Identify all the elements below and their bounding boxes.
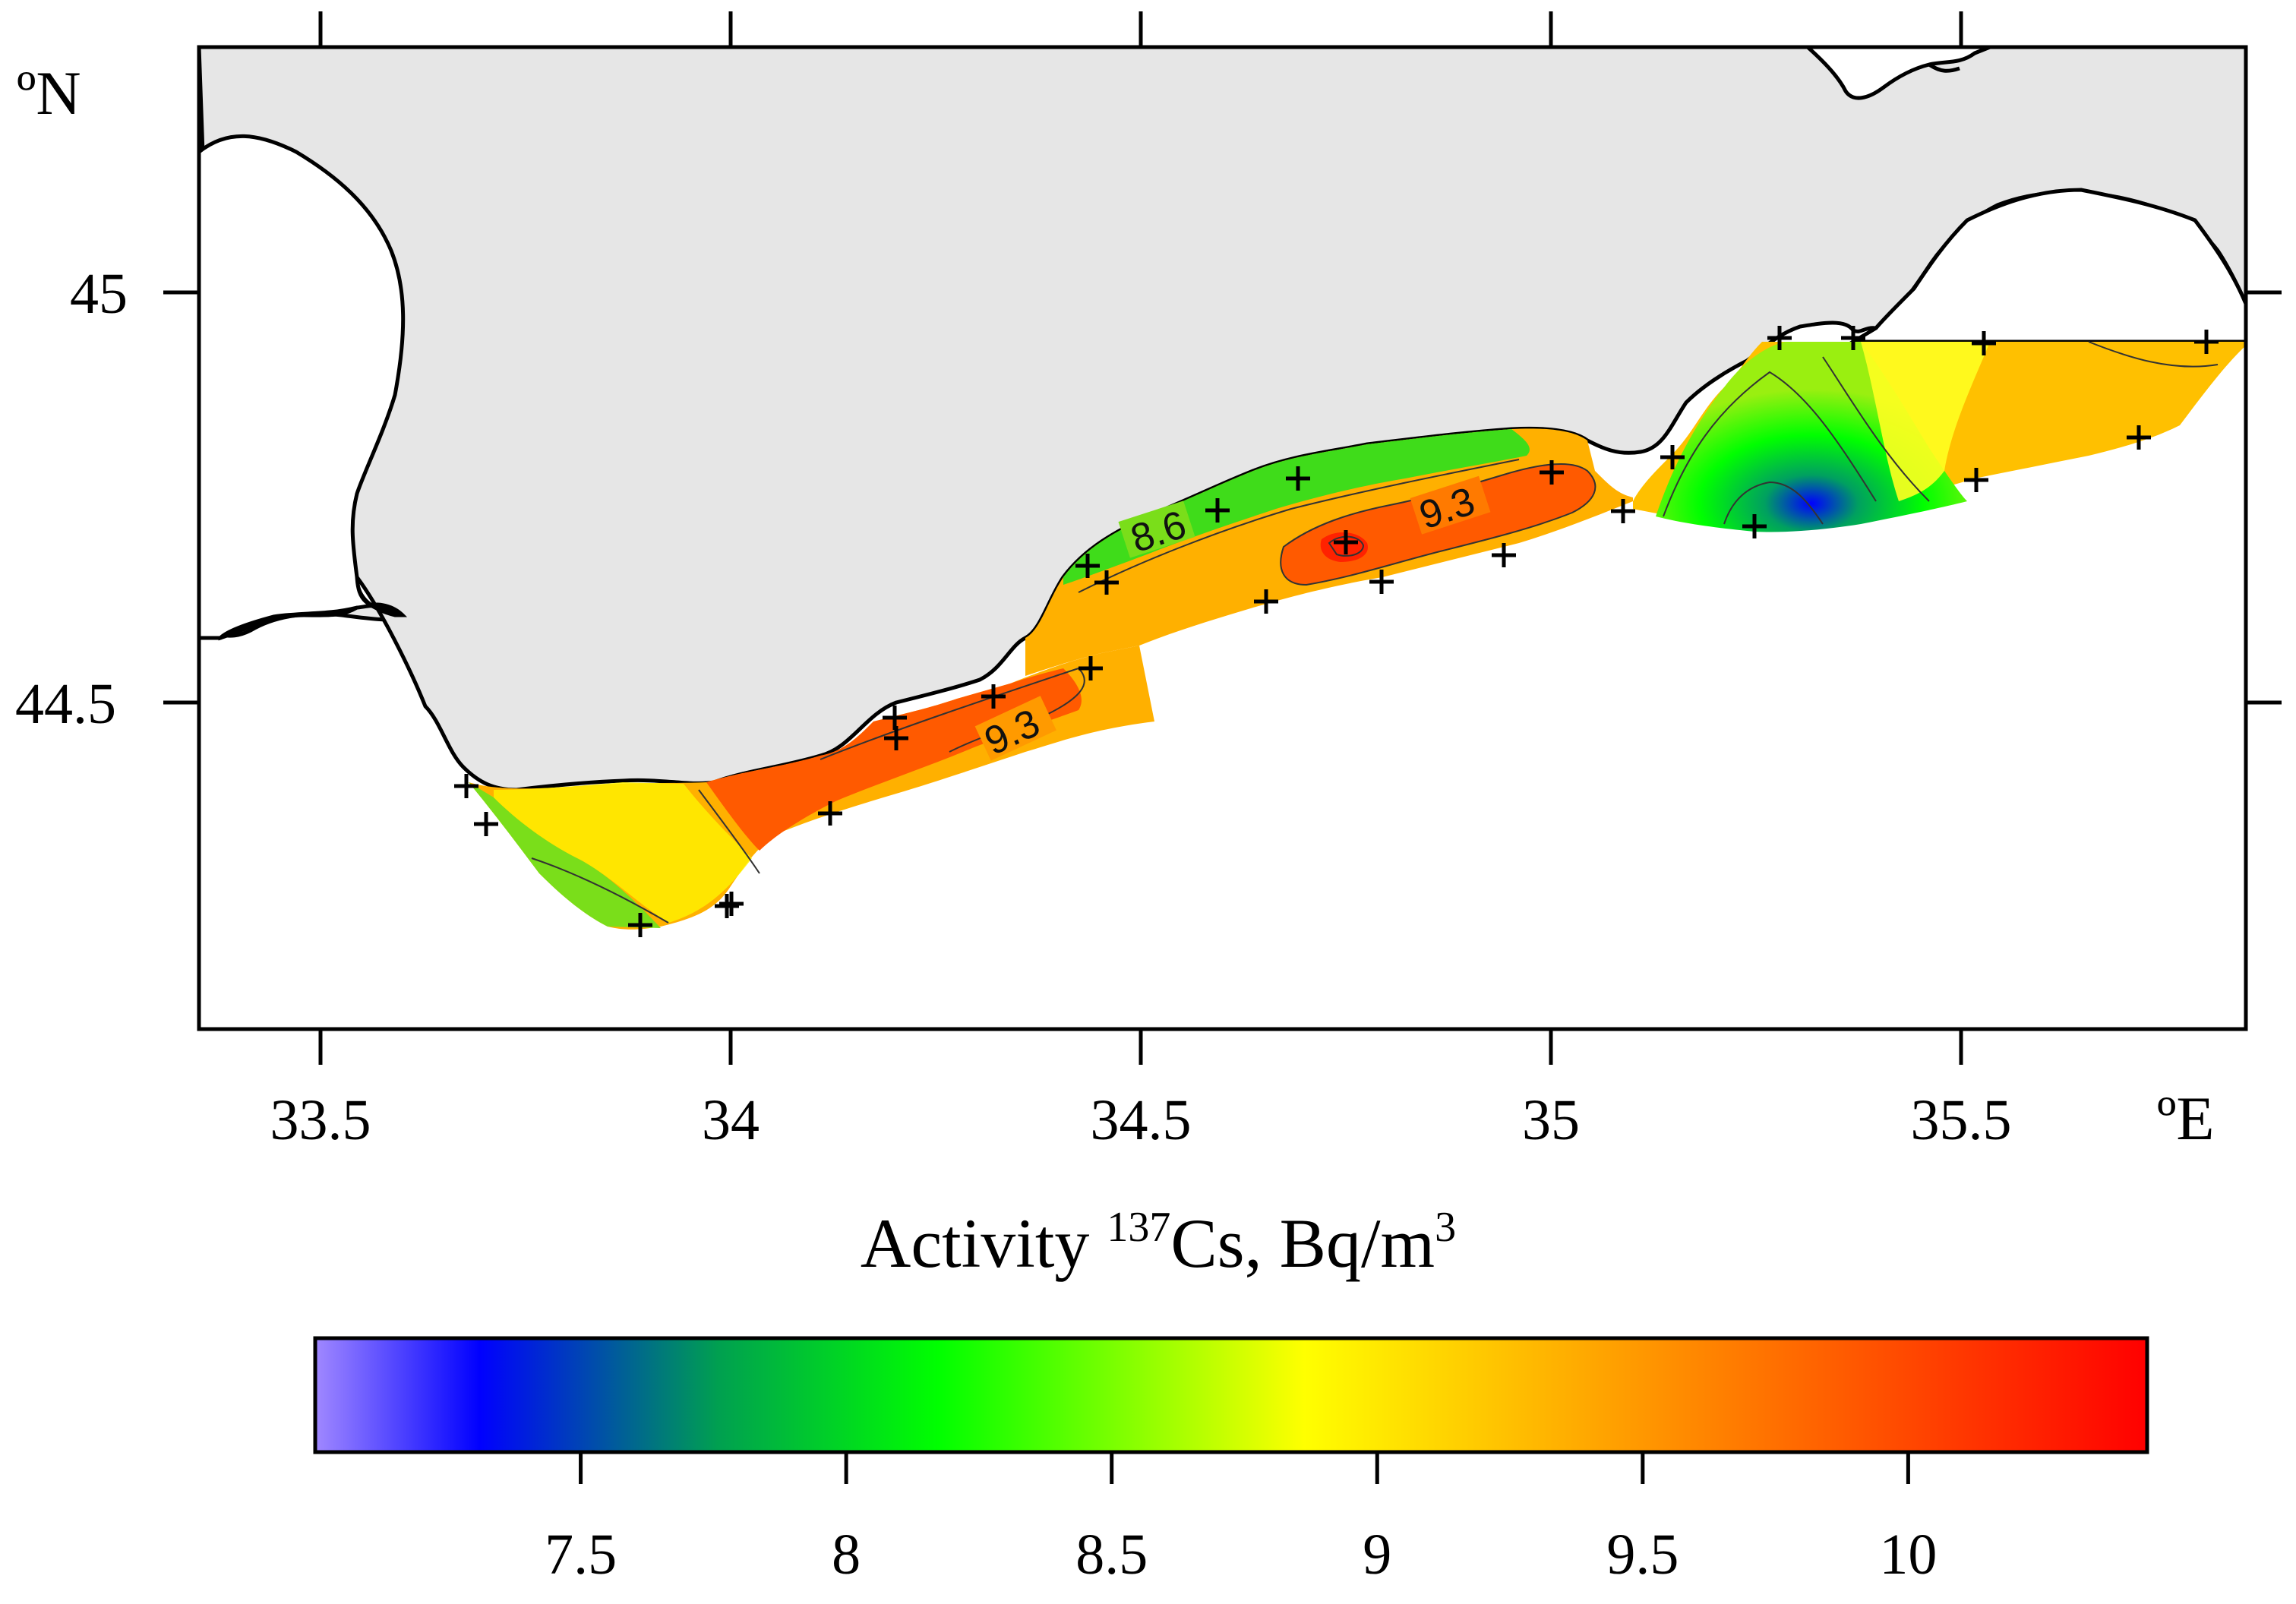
station-marker [1334, 530, 1358, 554]
station-marker [1767, 326, 1792, 350]
station-marker [719, 892, 744, 916]
contour-label-bg-3 [974, 696, 1056, 761]
contour-west-2 [698, 789, 760, 874]
station-marker [715, 894, 739, 918]
land-kerch-north [1805, 47, 1991, 100]
sea-west [199, 134, 406, 640]
colorbar-title-main: Cs, Bq/m [1170, 1205, 1435, 1282]
colorbar-ticks [579, 1452, 1910, 1484]
station-marker [1254, 589, 1278, 614]
lat-unit-label: ºN [17, 58, 81, 128]
station-marker [628, 913, 652, 937]
colorbar-tick-label: 9.5 [1606, 1523, 1679, 1587]
lat-tick-45: 45 [70, 262, 128, 326]
contour-west-1 [531, 857, 669, 924]
station-marker [1964, 468, 1988, 492]
colorbar [313, 1336, 2149, 1454]
contour-east-4 [2088, 341, 2219, 368]
station-marker [2127, 425, 2151, 450]
station-marker [1094, 570, 1119, 595]
contour-label-bg-2 [1410, 475, 1491, 535]
station-marker [2194, 330, 2219, 354]
contour-label-bg-1 [1118, 500, 1195, 558]
station-marker [1075, 554, 1100, 578]
sea-east [1846, 188, 2246, 344]
lon-tick-33-5: 33.5 [270, 1088, 371, 1152]
station-marker [1540, 460, 1564, 485]
field-central-green [1063, 429, 1530, 585]
lat-tick-44-5: 44.5 [15, 672, 116, 736]
colorbar-tick-labels: 7.5 8 8.5 9 9.5 10 [545, 1523, 1937, 1587]
station-marker [1286, 466, 1310, 491]
colorbar-tick-label: 9 [1363, 1523, 1391, 1587]
station-marker [1972, 331, 1996, 355]
colorbar-tick-label: 8.5 [1075, 1523, 1148, 1587]
colorbar-title-prefix: Activity [861, 1205, 1107, 1282]
contour-east-2 [1723, 481, 1824, 525]
colorbar-tick-label: 8 [832, 1523, 861, 1587]
contour-central-2 [1280, 463, 1596, 586]
contour-east-1 [1663, 371, 1877, 517]
station-marker [883, 706, 907, 730]
contour-central-3 [1328, 535, 1365, 557]
station-marker [474, 812, 498, 836]
colorbar-title: Activity 137Cs, Bq/m3 [861, 1204, 1456, 1282]
colorbar-tick-label: 7.5 [545, 1523, 617, 1587]
colorbar-title-exponent: 3 [1435, 1204, 1456, 1251]
station-marker [1079, 656, 1103, 680]
station-marker [1660, 445, 1685, 469]
field-west-yellow [494, 782, 752, 923]
coast-detail [1928, 62, 1960, 73]
lon-tick-34-5: 34.5 [1091, 1088, 1192, 1152]
station-marker [818, 801, 842, 826]
lon-tick-34: 34 [702, 1088, 760, 1152]
colorbar-tick-label: 10 [1879, 1523, 1937, 1587]
axis-ticks [163, 11, 2282, 1065]
station-marker [1492, 543, 1516, 567]
colorbar-title-isotope: 137 [1107, 1204, 1170, 1251]
lon-tick-35: 35 [1522, 1088, 1580, 1152]
station-marker [1205, 498, 1230, 523]
contour-central-1 [1078, 459, 1520, 593]
field-west-red [706, 668, 1082, 851]
station-marker [981, 684, 1006, 709]
station-marker [1369, 570, 1394, 594]
field-west-green [469, 782, 661, 928]
lon-unit-label: ºE [2157, 1084, 2215, 1153]
lon-tick-35-5: 35.5 [1911, 1088, 2012, 1152]
station-marker [1841, 326, 1865, 350]
station-marker [1611, 499, 1635, 523]
station-marker [454, 774, 478, 798]
station-marker [884, 726, 908, 750]
station-marker [1742, 514, 1767, 538]
contour-lines [531, 341, 2219, 924]
contour-east-3 [1822, 356, 1930, 502]
map-frame [197, 45, 2248, 1031]
station-markers [454, 326, 2219, 937]
